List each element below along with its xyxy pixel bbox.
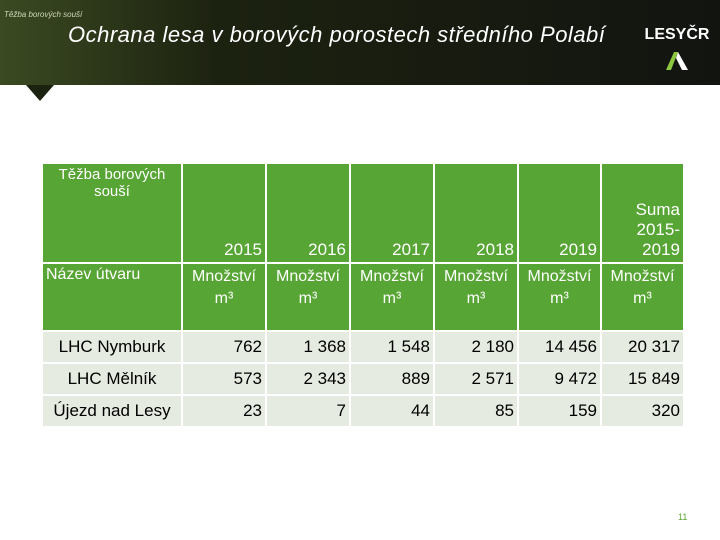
value-cell: 573	[181, 362, 267, 396]
unit-name: LHC Mělník	[41, 362, 183, 396]
value-cell: 14 456	[517, 330, 602, 364]
year-header: 2016	[265, 162, 351, 264]
value-cell: 2 571	[433, 362, 519, 396]
logo: LESYČR	[645, 24, 710, 70]
unit-row: Název útvaru Množství m³ Množství m³ Množst…	[41, 262, 685, 332]
year-header: 2015	[181, 162, 267, 264]
year-header: 2018	[433, 162, 519, 264]
unit-header: Množství m³	[433, 262, 519, 332]
value-cell: 20 317	[600, 330, 685, 364]
value-cell: 15 849	[600, 362, 685, 396]
logo-text: LESYČR	[645, 24, 710, 43]
data-table: Těžba borových souší 2015 2016 2017 2018 2019…	[41, 162, 685, 428]
section-label: Těžba borových souší	[4, 10, 83, 19]
corner-cell: Těžba borových souší	[41, 162, 183, 264]
value-cell: 320	[600, 394, 685, 428]
value-cell: 44	[349, 394, 435, 428]
value-cell: 889	[349, 362, 435, 396]
unit-header: Množství m³	[600, 262, 685, 332]
value-cell: 23	[181, 394, 267, 428]
data-row: Újezd nad Lesy 23 7 44 85 159 320	[41, 394, 685, 428]
data-row: LHC Mělník 573 2 343 889 2 571 9 472 15 849	[41, 362, 685, 396]
value-cell: 2 343	[265, 362, 351, 396]
unit-header: Množství m³	[265, 262, 351, 332]
banner-pointer	[26, 85, 54, 101]
unit-name: Újezd nad Lesy	[41, 394, 183, 428]
data-row: LHC Nymburk 762 1 368 1 548 2 180 14 456 20 31…	[41, 330, 685, 364]
unit-header: Množství m³	[517, 262, 602, 332]
logo-mark	[666, 52, 678, 70]
value-cell: 1 368	[265, 330, 351, 364]
header-row: Těžba borových souší 2015 2016 2017 2018 2019…	[41, 162, 685, 264]
value-cell: 85	[433, 394, 519, 428]
value-cell: 9 472	[517, 362, 602, 396]
year-header: 2017	[349, 162, 435, 264]
value-cell: 762	[181, 330, 267, 364]
unit-header: Množství m³	[349, 262, 435, 332]
value-cell: 2 180	[433, 330, 519, 364]
value-cell: 159	[517, 394, 602, 428]
banner	[0, 0, 720, 85]
year-header: Suma 2015-2019	[600, 162, 685, 264]
row-label-header: Název útvaru	[41, 262, 183, 332]
value-cell: 1 548	[349, 330, 435, 364]
slide-title: Ochrana lesa v borových porostech středn…	[68, 22, 606, 47]
unit-header: Množství m³	[181, 262, 267, 332]
logo-mark	[676, 52, 688, 70]
page-number: 11	[678, 512, 688, 522]
value-cell: 7	[265, 394, 351, 428]
year-header: 2019	[517, 162, 602, 264]
unit-name: LHC Nymburk	[41, 330, 183, 364]
